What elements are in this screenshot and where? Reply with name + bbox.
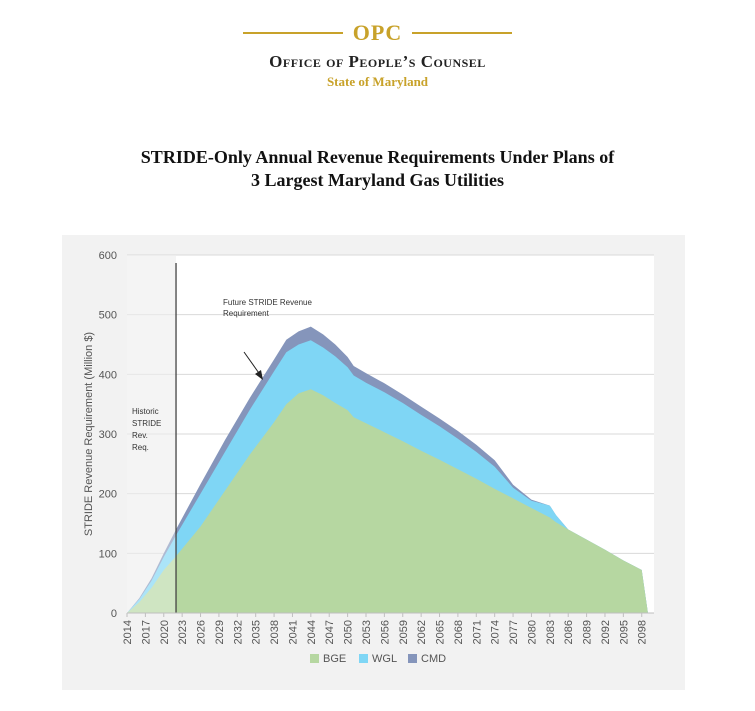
x-tick-label-2062: 2062: [416, 620, 428, 644]
logo: OPC: [0, 20, 755, 46]
x-tick-label-2035: 2035: [251, 620, 263, 644]
x-tick-label-2032: 2032: [232, 620, 244, 644]
x-tick-label-2056: 2056: [379, 620, 391, 644]
x-tick-label-2095: 2095: [618, 620, 630, 644]
historic-annotation-line-1: Historic: [132, 407, 159, 416]
x-tick-label-2044: 2044: [306, 620, 318, 644]
y-axis-label: STRIDE Revenue Requirement (Million $): [83, 332, 95, 536]
x-tick-label-2020: 2020: [159, 620, 171, 644]
y-tick-label-0: 0: [111, 608, 117, 620]
legend-label-wgl: WGL: [372, 653, 397, 665]
x-tick-label-2047: 2047: [324, 620, 336, 644]
org-name: Office of People’s Counsel: [269, 52, 486, 71]
x-tick-label-2092: 2092: [600, 620, 612, 644]
logo-line-left: [242, 32, 343, 34]
legend-swatch-wgl: [359, 654, 368, 663]
chart-panel: 0 100 200 300 400 500 600 2014 2017 2020 2023 2026 2…: [62, 235, 685, 690]
x-tick-label-2026: 2026: [196, 620, 208, 644]
x-tick-label-2014: 2014: [122, 620, 134, 644]
x-tick-label-2017: 2017: [140, 620, 152, 644]
x-tick-label-2077: 2077: [508, 620, 520, 644]
historic-annotation-line-4: Req.: [132, 443, 149, 452]
legend-label-cmd: CMD: [421, 653, 446, 665]
chart-title-line-1: STRIDE-Only Annual Revenue Requirements …: [140, 147, 615, 167]
chart-title: STRIDE-Only Annual Revenue Requirements …: [0, 146, 755, 192]
x-tick-label-2023: 2023: [177, 620, 189, 644]
x-tick-label-2098: 2098: [637, 620, 649, 644]
x-tick-label-2065: 2065: [435, 620, 447, 644]
x-tick-label-2074: 2074: [490, 620, 502, 644]
revenue-chart: 0 100 200 300 400 500 600 2014 2017 2020 2023 2026 2…: [83, 250, 654, 665]
x-tick-label-2089: 2089: [582, 620, 594, 644]
y-tick-label-500: 500: [99, 310, 117, 322]
legend: BGE WGL CMD: [310, 653, 446, 665]
y-tick-label-100: 100: [99, 548, 117, 560]
x-tick-label-2083: 2083: [545, 620, 557, 644]
historic-annotation-line-2: STRIDE: [132, 419, 161, 428]
x-tick-label-2029: 2029: [214, 620, 226, 644]
x-tick-label-2080: 2080: [526, 620, 538, 644]
x-tick-label-2050: 2050: [343, 620, 355, 644]
future-annotation-line-1: Future STRIDE Revenue: [223, 298, 312, 307]
y-tick-label-600: 600: [99, 250, 117, 262]
x-tick-label-2068: 2068: [453, 620, 465, 644]
axes: 0 100 200 300 400 500 600 2014 2017 2020 2023 2026 2…: [83, 250, 654, 644]
y-tick-label-400: 400: [99, 369, 117, 381]
future-annotation-line-2: Requirement: [223, 309, 270, 318]
header: OPC Office of People’s Counsel State of …: [0, 20, 755, 90]
logo-line-right: [412, 32, 513, 34]
legend-label-bge: BGE: [323, 653, 346, 665]
area-series: [127, 255, 648, 613]
legend-swatch-bge: [310, 654, 319, 663]
x-tick-label-2071: 2071: [471, 620, 483, 644]
area-bge: [127, 389, 648, 613]
annotations: Historic STRIDE Rev. Req. Future STRIDE Reve…: [132, 298, 312, 452]
chart-title-line-2: 3 Largest Maryland Gas Utilities: [251, 170, 504, 190]
y-tick-label-300: 300: [99, 429, 117, 441]
x-tick-label-2053: 2053: [361, 620, 373, 644]
state-name: State of Maryland: [326, 74, 429, 89]
x-tick-label-2041: 2041: [287, 620, 299, 644]
annotation-arrow-head: [255, 370, 263, 380]
x-tick-label-2059: 2059: [398, 620, 410, 644]
historic-veil: [127, 255, 177, 613]
logo-text: OPC: [352, 20, 403, 45]
x-tick-label-2038: 2038: [269, 620, 281, 644]
historic-annotation-line-3: Rev.: [132, 431, 148, 440]
y-tick-label-200: 200: [99, 489, 117, 501]
x-tick-label-2086: 2086: [563, 620, 575, 644]
legend-swatch-cmd: [408, 654, 417, 663]
